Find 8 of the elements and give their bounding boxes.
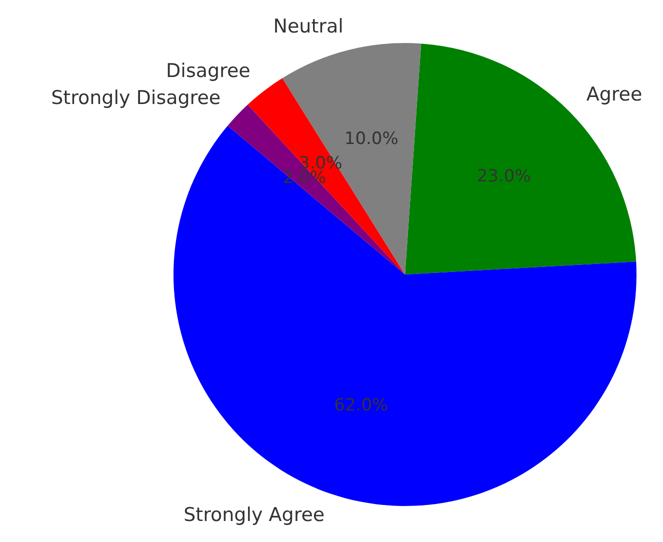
slice-label: Neutral [273, 15, 344, 38]
slice-label: Strongly Disagree [51, 86, 221, 109]
slice-label: Disagree [166, 60, 250, 82]
data-label: 62.0% [334, 396, 388, 416]
data-label: 23.0% [476, 166, 531, 186]
slice-label: Strongly Agree [184, 504, 325, 526]
data-label: 10.0% [344, 129, 398, 150]
slice-label: Agree [586, 84, 642, 106]
